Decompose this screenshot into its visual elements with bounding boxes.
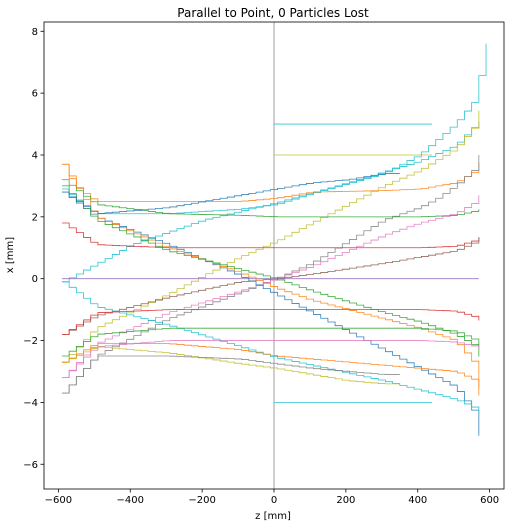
y-tick-label: 4 — [32, 150, 38, 161]
series-line-17 — [61, 281, 480, 414]
x-axis-label: z [mm] — [255, 511, 291, 522]
series-line-4 — [61, 110, 480, 363]
series-line-15 — [61, 185, 480, 357]
ticks-layer: −600 −400 −200 0 200 400 600 −6 −4 −2 0 2 4 6 8 — [23, 27, 499, 506]
series-line-16 — [61, 340, 480, 379]
x-tick-label: −200 — [188, 495, 215, 506]
y-tick-label: 0 — [32, 274, 38, 285]
series-line-13 — [61, 191, 480, 436]
series-line-20 — [61, 355, 400, 394]
series-line-3 — [61, 163, 480, 202]
y-tick-label: −6 — [23, 460, 38, 471]
series-line-14 — [61, 163, 480, 388]
y-tick-label: −2 — [23, 336, 38, 347]
plot-frame — [43, 21, 505, 490]
y-tick-label: 6 — [32, 89, 38, 100]
series-layer — [61, 43, 487, 436]
x-tick-label: 200 — [336, 495, 355, 506]
y-tick-label: 8 — [32, 27, 38, 38]
series-line-22 — [61, 343, 480, 396]
series-line-23 — [61, 327, 480, 357]
x-tick-label: 0 — [271, 495, 277, 506]
chart-title: Parallel to Point, 0 Particles Lost — [177, 6, 369, 20]
series-line-8 — [61, 179, 480, 218]
y-axis-label: x [mm] — [5, 237, 16, 273]
x-tick-label: 400 — [408, 495, 427, 506]
y-tick-label: −4 — [23, 398, 38, 409]
series-line-12 — [61, 309, 480, 335]
series-line-19 — [61, 346, 400, 385]
series-line-2 — [61, 121, 480, 283]
series-line-21 — [61, 173, 400, 214]
x-tick-label: −600 — [45, 495, 72, 506]
series-line-9 — [61, 222, 480, 249]
y-tick-label: 2 — [32, 212, 38, 223]
x-tick-label: 600 — [480, 495, 499, 506]
x-tick-label: −400 — [117, 495, 144, 506]
